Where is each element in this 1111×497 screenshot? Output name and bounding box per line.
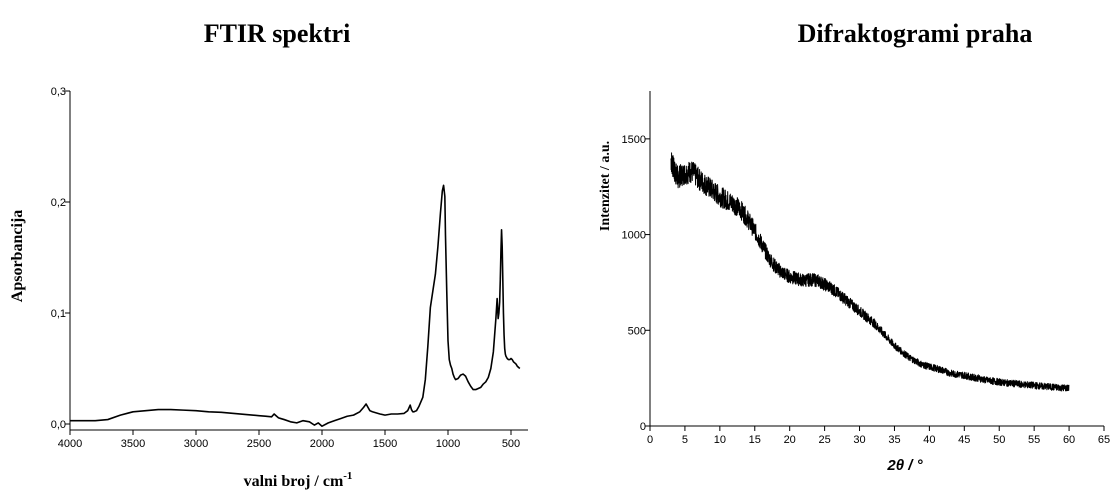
xrd-x-ticks: 0 5 10 15 20 25 30 35 40 45 50 55 60 65 bbox=[647, 426, 1110, 446]
x-tick-label: 45 bbox=[958, 434, 970, 446]
y-tick-label: 1500 bbox=[622, 134, 646, 146]
xrd-chart: Difraktogrami praha 0 5 10 15 20 25 30 35 40 45 50… bbox=[598, 19, 1110, 474]
x-tick-label: 4000 bbox=[58, 438, 82, 450]
x-tick-label: 5 bbox=[682, 434, 688, 446]
ftir-x-ticks: 4000 3500 3000 2500 2000 1500 1000 500 bbox=[58, 430, 520, 450]
x-tick-label: 2500 bbox=[247, 438, 271, 450]
y-tick-label: 0,0 bbox=[51, 419, 66, 431]
x-tick-label: 60 bbox=[1063, 434, 1075, 446]
x-tick-label: 1500 bbox=[373, 438, 397, 450]
xrd-x-label: 2θ / ° bbox=[886, 457, 923, 474]
y-tick-label: 1000 bbox=[622, 230, 646, 242]
ftir-x-label: valni broj / cm-1 bbox=[244, 470, 353, 490]
y-tick-label: 0,2 bbox=[51, 197, 66, 209]
x-tick-label: 3000 bbox=[184, 438, 208, 450]
y-tick-label: 0 bbox=[640, 421, 646, 433]
x-tick-label: 15 bbox=[749, 434, 761, 446]
x-tick-label: 1000 bbox=[436, 438, 460, 450]
x-tick-label: 35 bbox=[888, 434, 900, 446]
xrd-series-line bbox=[670, 152, 1070, 392]
x-tick-label: 500 bbox=[502, 438, 520, 450]
x-tick-label: 25 bbox=[818, 434, 830, 446]
ftir-series-line bbox=[70, 184, 521, 428]
x-tick-label: 0 bbox=[647, 434, 653, 446]
xrd-y-label: Intenzitet / a.u. bbox=[598, 141, 613, 231]
y-tick-label: 0,3 bbox=[51, 86, 66, 98]
x-tick-label: 20 bbox=[784, 434, 796, 446]
x-tick-label: 40 bbox=[923, 434, 935, 446]
y-tick-label: 0,1 bbox=[51, 308, 66, 320]
x-tick-label: 55 bbox=[1028, 434, 1040, 446]
xrd-title: Difraktogrami praha bbox=[798, 19, 1033, 48]
x-tick-label: 3500 bbox=[121, 438, 145, 450]
ftir-chart: FTIR spektri 4000 3500 3000 2500 2000 1500 100… bbox=[9, 19, 528, 490]
x-tick-label: 10 bbox=[714, 434, 726, 446]
xrd-y-ticks: 0 500 1000 1500 bbox=[622, 134, 650, 433]
x-tick-label: 65 bbox=[1098, 434, 1110, 446]
x-tick-label: 30 bbox=[853, 434, 865, 446]
x-tick-label: 2000 bbox=[310, 438, 334, 450]
ftir-y-ticks: 0,0 0,1 0,2 0,3 bbox=[51, 86, 70, 431]
ftir-title: FTIR spektri bbox=[204, 19, 351, 48]
x-tick-label: 50 bbox=[993, 434, 1005, 446]
ftir-y-label: Apsorbancija bbox=[9, 210, 26, 302]
y-tick-label: 500 bbox=[628, 325, 646, 337]
